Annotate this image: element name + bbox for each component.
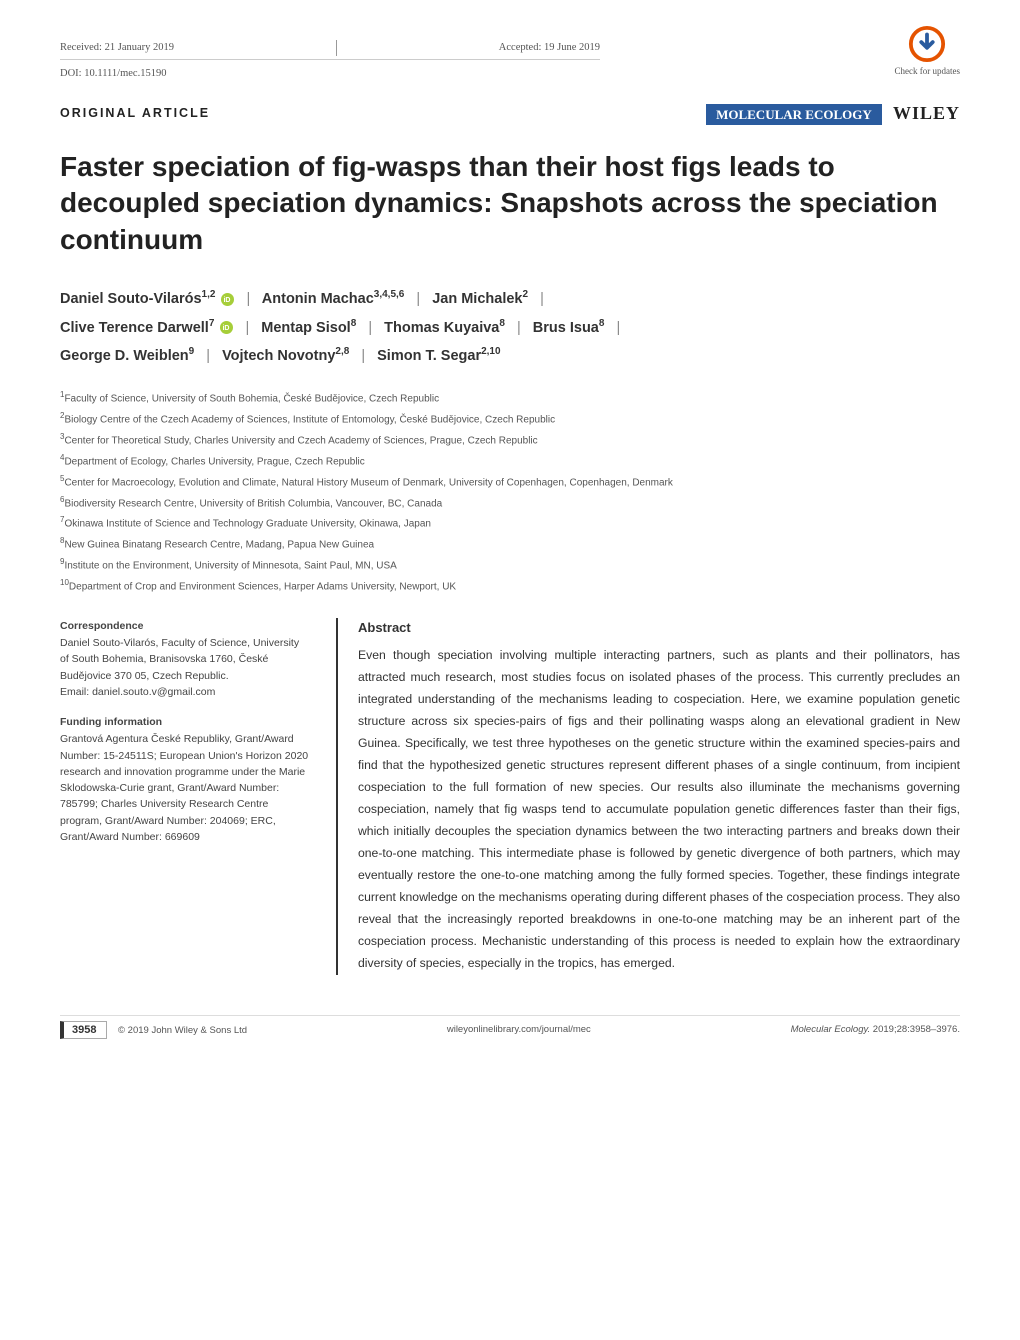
doi: DOI: 10.1111/mec.15190 <box>60 66 960 82</box>
funding-text: Grantová Agentura České Republiky, Grant… <box>60 731 310 845</box>
affiliation: 7Okinawa Institute of Science and Techno… <box>60 513 960 533</box>
divider <box>336 40 337 56</box>
submission-dates: Received: 21 January 2019 Accepted: 19 J… <box>60 40 600 60</box>
accepted: Accepted: 19 June 2019 <box>499 40 600 56</box>
author: Antonin Machac3,4,5,6 <box>262 291 405 307</box>
correspondence-heading: Correspondence <box>60 618 310 634</box>
correspondence-block: Correspondence Daniel Souto-Vilarós, Fac… <box>60 618 310 700</box>
author: Jan Michalek2 <box>432 291 528 307</box>
affiliation: 4Department of Ecology, Charles Universi… <box>60 451 960 471</box>
footer-left: 3958 © 2019 John Wiley & Sons Ltd <box>60 1022 247 1039</box>
author-list: Daniel Souto-Vilarós1,2 | Antonin Machac… <box>60 285 960 370</box>
affiliation: 6Biodiversity Research Centre, Universit… <box>60 493 960 513</box>
author: Mentap Sisol8 <box>261 320 356 336</box>
abstract-text: Even though speciation involving multipl… <box>358 645 960 974</box>
author: George D. Weiblen9 <box>60 348 194 364</box>
affiliation: 5Center for Macroecology, Evolution and … <box>60 472 960 492</box>
author: Vojtech Novotny2,8 <box>222 348 349 364</box>
content-columns: Correspondence Daniel Souto-Vilarós, Fac… <box>60 618 960 975</box>
funding-heading: Funding information <box>60 714 310 730</box>
affiliation: 9Institute on the Environment, Universit… <box>60 555 960 575</box>
article-type-row: ORIGINAL ARTICLE MOLECULAR ECOLOGY WILEY <box>60 100 960 127</box>
orcid-icon[interactable] <box>221 293 234 306</box>
author: Daniel Souto-Vilarós1,2 <box>60 291 234 307</box>
journal-badge: MOLECULAR ECOLOGY <box>706 104 882 125</box>
affiliation: 1Faculty of Science, University of South… <box>60 388 960 408</box>
abstract-heading: Abstract <box>358 618 960 638</box>
correspondence-text: Daniel Souto-Vilarós, Faculty of Science… <box>60 635 310 684</box>
publisher-logo: WILEY <box>893 103 960 123</box>
footer-url: wileyonlinelibrary.com/journal/mec <box>447 1023 591 1037</box>
author: Thomas Kuyaiva8 <box>384 320 505 336</box>
orcid-icon[interactable] <box>220 321 233 334</box>
check-updates-badge[interactable]: Check for updates <box>895 25 960 79</box>
page-footer: 3958 © 2019 John Wiley & Sons Ltd wileyo… <box>60 1015 960 1039</box>
article-title: Faster speciation of fig-wasps than thei… <box>60 149 960 260</box>
journal-branding: MOLECULAR ECOLOGY WILEY <box>706 100 960 127</box>
check-updates-label: Check for updates <box>895 66 960 76</box>
affiliation: 10Department of Crop and Environment Sci… <box>60 576 960 596</box>
footer-citation: Molecular Ecology. 2019;28:3958–3976. <box>791 1023 960 1037</box>
author: Simon T. Segar2,10 <box>377 348 500 364</box>
affiliation: 2Biology Centre of the Czech Academy of … <box>60 409 960 429</box>
check-updates-icon <box>908 25 946 63</box>
page-number: 3958 <box>60 1021 107 1039</box>
author: Brus Isua8 <box>533 320 605 336</box>
received: Received: 21 January 2019 <box>60 40 174 56</box>
affiliations: 1Faculty of Science, University of South… <box>60 388 960 595</box>
sidebar: Correspondence Daniel Souto-Vilarós, Fac… <box>60 618 310 859</box>
abstract-column: Abstract Even though speciation involvin… <box>336 618 960 975</box>
copyright: © 2019 John Wiley & Sons Ltd <box>118 1025 247 1036</box>
affiliation: 8New Guinea Binatang Research Centre, Ma… <box>60 534 960 554</box>
author: Clive Terence Darwell7 <box>60 320 233 336</box>
affiliation: 3Center for Theoretical Study, Charles U… <box>60 430 960 450</box>
article-type: ORIGINAL ARTICLE <box>60 104 210 123</box>
correspondence-email: Email: daniel.souto.v@gmail.com <box>60 684 310 700</box>
funding-block: Funding information Grantová Agentura Če… <box>60 714 310 845</box>
